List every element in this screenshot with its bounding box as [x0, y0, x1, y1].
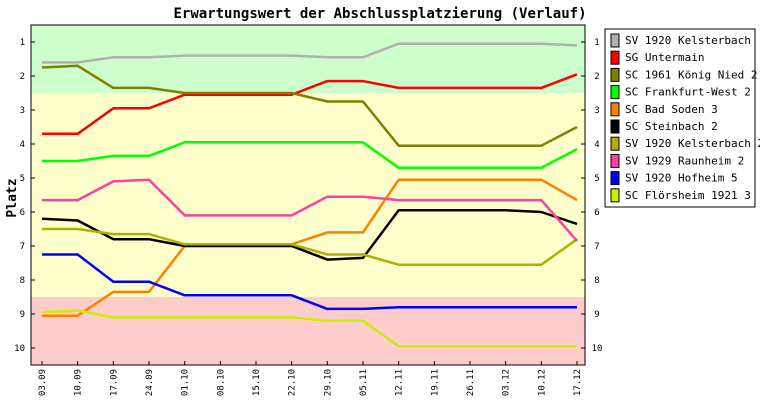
y-tick-label-left: 4	[20, 140, 25, 150]
series-line-2	[42, 73, 578, 136]
y-tick-label-right: 3	[594, 106, 599, 116]
y-tick-label-left: 1	[20, 38, 25, 48]
x-tick-label: 17.12	[573, 369, 583, 396]
chart-title: Erwartungswert der Abschlussplatzierung …	[173, 6, 586, 22]
legend-swatch	[610, 136, 620, 151]
x-tick-label: 22.10	[288, 369, 298, 396]
x-tick-label: 05.11	[359, 369, 369, 396]
legend-entry-label: SC 1961 König Nied 2	[625, 68, 757, 81]
legend-swatch	[610, 67, 620, 82]
x-tick-label: 03.09	[38, 369, 48, 396]
y-tick-label-left: 7	[20, 242, 25, 252]
plot-frame	[30, 24, 586, 366]
legend-swatch	[610, 33, 620, 48]
legend-entry-label: SC Bad Soden 3	[625, 103, 718, 116]
y-tick-label-right: 9	[594, 310, 599, 320]
y-axis-label: Platz	[5, 178, 20, 217]
legend-entry-label: SC Steinbach 2	[625, 120, 718, 133]
legend-swatch	[610, 102, 620, 117]
series-line-1	[42, 42, 578, 64]
series-line-3	[41, 64, 578, 147]
legend-entry-label: SV 1929 Raunheim 2	[625, 154, 744, 167]
legend-entry-label: SV 1920 Kelsterbach 2	[625, 137, 760, 150]
x-tick-label: 15.10	[252, 369, 262, 396]
legend: SV 1920 Kelsterbach SG Untermain SC 1961 K…	[604, 28, 760, 208]
x-tick-label: 10.12	[537, 369, 547, 396]
y-tick-label-right: 5	[594, 174, 599, 184]
series-line-10	[41, 309, 577, 348]
y-tick-label-left: 5	[20, 174, 25, 184]
y-tick-label-right: 10	[592, 344, 603, 354]
x-tick-label: 24.09	[145, 369, 155, 396]
y-tick-label-left: 3	[20, 106, 25, 116]
legend-box	[604, 28, 756, 208]
y-tick-label-left: 2	[20, 72, 25, 82]
legend-swatch	[610, 153, 620, 168]
y-tick-label-right: 1	[594, 38, 599, 48]
series-line-5	[42, 178, 578, 317]
x-tick-label: 08.10	[216, 369, 226, 396]
series-line-6	[41, 209, 578, 261]
legend-swatch	[610, 50, 620, 65]
series-line-4	[42, 141, 578, 170]
x-tick-label: 10.09	[74, 369, 84, 396]
legend-entry-label: SC Frankfurt-West 2	[625, 86, 751, 99]
zone-middle	[31, 93, 585, 297]
series-line-8	[42, 178, 578, 242]
x-tick-label: 01.10	[181, 369, 191, 396]
series-line-7	[42, 227, 578, 266]
legend-entry-label: SV 1920 Kelsterbach	[625, 34, 751, 47]
y-tick-label-right: 4	[594, 140, 599, 150]
y-tick-label-right: 2	[594, 72, 599, 82]
x-tick-label: 19.11	[430, 369, 440, 396]
y-tick-label-left: 8	[20, 276, 25, 286]
x-tick-label: 03.12	[502, 369, 512, 396]
x-tick-label: 12.11	[395, 369, 405, 396]
y-tick-label-left: 9	[20, 310, 25, 320]
plot-area: 1 1 2 2 3 3 4 4 5 5 6 6 7 7 8 8 9 9 10 10 03.09 10.09 17.09 24.…	[14, 24, 603, 396]
legend-entry-label: SC Flörsheim 1921 3	[625, 189, 751, 202]
y-tick-label-right: 7	[594, 242, 599, 252]
legend-entry-label: SV 1920 Hofheim 5	[625, 172, 738, 185]
x-tick-label: 26.11	[466, 369, 476, 396]
legend-swatch	[610, 85, 620, 100]
x-tick-label: 29.10	[323, 369, 333, 396]
y-tick-label-left: 6	[20, 208, 25, 218]
y-tick-label-left: 10	[14, 344, 25, 354]
legend-swatch	[610, 119, 620, 134]
zone-promotion	[31, 25, 585, 93]
x-tick-label: 17.09	[109, 369, 119, 396]
legend-entry-label: SG Untermain	[625, 51, 704, 64]
y-tick-label-right: 8	[594, 276, 599, 286]
legend-swatch	[610, 171, 620, 186]
series-line-9	[42, 253, 577, 311]
legend-swatch	[610, 188, 620, 203]
y-tick-label-right: 6	[594, 208, 599, 218]
